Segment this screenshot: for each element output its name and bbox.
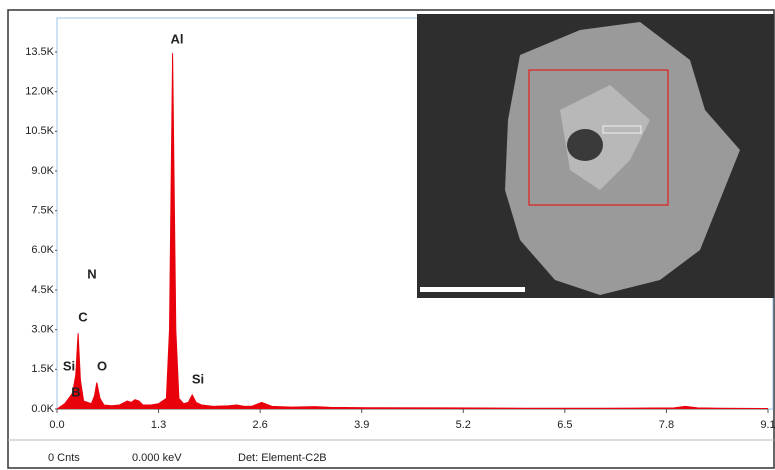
- x-tick-label: 9.1: [760, 419, 775, 431]
- page: {"chart_data": {"type": "area", "x": [0,…: [0, 0, 775, 470]
- y-tick-label: 13.5K: [25, 46, 54, 58]
- status-text: Det: Element-C2B: [238, 452, 327, 464]
- x-tick-label: 3.9: [354, 419, 369, 431]
- y-tick-label: 6.0K: [31, 244, 54, 256]
- y-tick-label: 4.5K: [31, 284, 54, 296]
- y-tick-label: 9.0K: [31, 165, 54, 177]
- peak-label: N: [87, 266, 96, 281]
- x-tick-label: 2.6: [252, 419, 267, 431]
- y-tick-label: 10.5K: [25, 125, 54, 137]
- particle-hole: [567, 129, 603, 161]
- x-tick-label: 1.3: [151, 419, 166, 431]
- peak-label: Si: [63, 358, 75, 373]
- scale-bar: [420, 287, 525, 292]
- status-text: 0.000 keV: [132, 452, 182, 464]
- y-tick-label: 3.0K: [31, 324, 54, 336]
- peak-label: B: [71, 384, 80, 399]
- peak-label: Al: [171, 31, 184, 46]
- y-tick-label: 12.0K: [25, 86, 54, 98]
- sem-image: [417, 14, 774, 298]
- chart: 0.0K 1.5K 3.0K 4.5K 6.0K 7.5K 9.0K 10.5K 12.0K 13…: [0, 0, 775, 470]
- x-tick-label: 5.2: [456, 419, 471, 431]
- peak-label: C: [78, 309, 88, 324]
- x-tick-label: 7.8: [659, 419, 674, 431]
- y-tick-label: 0.0K: [31, 403, 54, 415]
- peak-label: O: [97, 358, 107, 373]
- status-text: 0 Cnts: [48, 452, 80, 464]
- x-tick-label: 0.0: [49, 419, 64, 431]
- y-tick-label: 1.5K: [31, 363, 54, 375]
- peak-label: Si: [192, 371, 204, 386]
- x-tick-label: 6.5: [557, 419, 572, 431]
- y-tick-label: 7.5K: [31, 205, 54, 217]
